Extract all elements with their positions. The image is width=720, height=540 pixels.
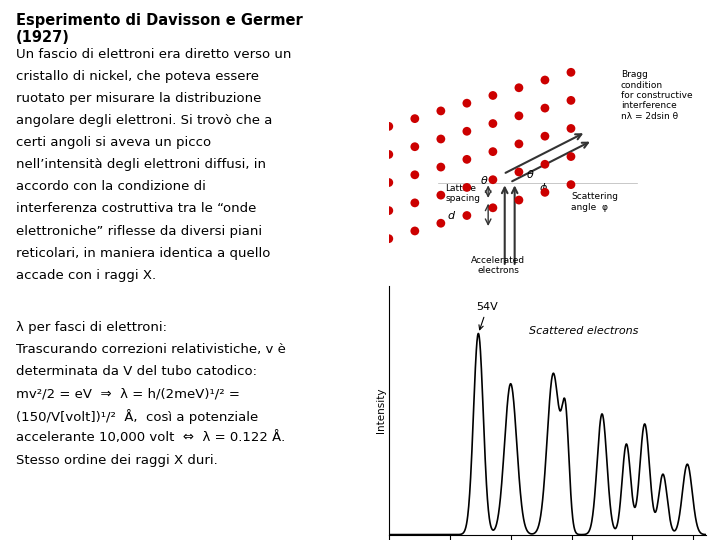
Text: λ per fasci di elettroni:: λ per fasci di elettroni: xyxy=(16,321,167,334)
Point xyxy=(435,191,446,199)
Text: certi angoli si aveva un picco: certi angoli si aveva un picco xyxy=(16,136,211,149)
Point xyxy=(487,147,499,156)
Point xyxy=(487,176,499,184)
Text: Esperimento di Davisson e Germer: Esperimento di Davisson e Germer xyxy=(16,14,302,29)
Point xyxy=(383,122,395,131)
Point xyxy=(409,143,420,151)
Point xyxy=(435,134,446,143)
Point xyxy=(435,163,446,171)
Point xyxy=(487,91,499,100)
Point xyxy=(539,76,551,84)
Text: Un fascio di elettroni era diretto verso un: Un fascio di elettroni era diretto verso… xyxy=(16,48,291,60)
Text: mv²/2 = eV  ⇒  λ = h/(2meV)¹/² =: mv²/2 = eV ⇒ λ = h/(2meV)¹/² = xyxy=(16,387,240,400)
Y-axis label: Intensity: Intensity xyxy=(376,388,386,433)
Point xyxy=(513,83,525,92)
Text: $\theta$: $\theta$ xyxy=(480,174,488,186)
Text: (150/V[volt])¹/²  Å,  così a potenziale: (150/V[volt])¹/² Å, così a potenziale xyxy=(16,409,258,424)
Point xyxy=(461,155,472,164)
Text: 54V: 54V xyxy=(477,302,498,330)
Point xyxy=(435,219,446,227)
Point xyxy=(539,188,551,197)
Point xyxy=(383,150,395,159)
Point xyxy=(565,96,577,105)
Text: cristallo di nickel, che poteva essere: cristallo di nickel, che poteva essere xyxy=(16,70,259,83)
Point xyxy=(565,180,577,189)
Point xyxy=(409,171,420,179)
Text: accade con i raggi X.: accade con i raggi X. xyxy=(16,269,156,282)
Point xyxy=(539,160,551,168)
Text: (1927): (1927) xyxy=(16,30,70,45)
Text: Accelerated
electrons: Accelerated electrons xyxy=(471,256,525,275)
Text: $\phi$: $\phi$ xyxy=(539,181,549,195)
Text: Trascurando correzioni relativistiche, v è: Trascurando correzioni relativistiche, v… xyxy=(16,343,286,356)
Text: Bragg
condition
for constructive
interference
nλ = 2dsin θ: Bragg condition for constructive interfe… xyxy=(621,70,692,121)
Text: Lattice
spacing: Lattice spacing xyxy=(445,184,480,204)
Point xyxy=(539,132,551,140)
Point xyxy=(461,127,472,136)
Point xyxy=(565,68,577,77)
Point xyxy=(513,167,525,176)
Text: accordo con la condizione di: accordo con la condizione di xyxy=(16,180,206,193)
Point xyxy=(409,227,420,235)
Text: determinata da V del tubo catodico:: determinata da V del tubo catodico: xyxy=(16,365,257,378)
Point xyxy=(565,152,577,161)
Text: Scattered electrons: Scattered electrons xyxy=(529,326,639,335)
Point xyxy=(513,195,525,204)
Point xyxy=(461,211,472,220)
Point xyxy=(461,99,472,107)
Text: interferenza costruttiva tra le “onde: interferenza costruttiva tra le “onde xyxy=(16,202,256,215)
Text: nell’intensità degli elettroni diffusi, in: nell’intensità degli elettroni diffusi, … xyxy=(16,158,266,171)
Point xyxy=(435,106,446,115)
Text: Stesso ordine dei raggi X duri.: Stesso ordine dei raggi X duri. xyxy=(16,454,217,467)
Point xyxy=(461,183,472,192)
Text: elettroniche” riflesse da diversi piani: elettroniche” riflesse da diversi piani xyxy=(16,225,262,238)
Point xyxy=(539,104,551,112)
Text: d: d xyxy=(448,211,455,221)
Text: accelerante 10,000 volt  ⇔  λ = 0.122 Å.: accelerante 10,000 volt ⇔ λ = 0.122 Å. xyxy=(16,431,285,444)
Point xyxy=(487,204,499,212)
Point xyxy=(513,139,525,148)
Text: Scattering
angle  φ: Scattering angle φ xyxy=(571,192,618,212)
Point xyxy=(409,199,420,207)
Point xyxy=(409,114,420,123)
Point xyxy=(383,178,395,187)
Point xyxy=(487,119,499,128)
Point xyxy=(383,234,395,243)
Text: reticolari, in maniera identica a quello: reticolari, in maniera identica a quello xyxy=(16,247,270,260)
Point xyxy=(383,206,395,215)
Point xyxy=(513,112,525,120)
Text: angolare degli elettroni. Si trovò che a: angolare degli elettroni. Si trovò che a xyxy=(16,114,272,127)
Point xyxy=(565,124,577,133)
Text: $\theta$: $\theta$ xyxy=(526,168,535,180)
Text: ruotato per misurare la distribuzione: ruotato per misurare la distribuzione xyxy=(16,92,261,105)
